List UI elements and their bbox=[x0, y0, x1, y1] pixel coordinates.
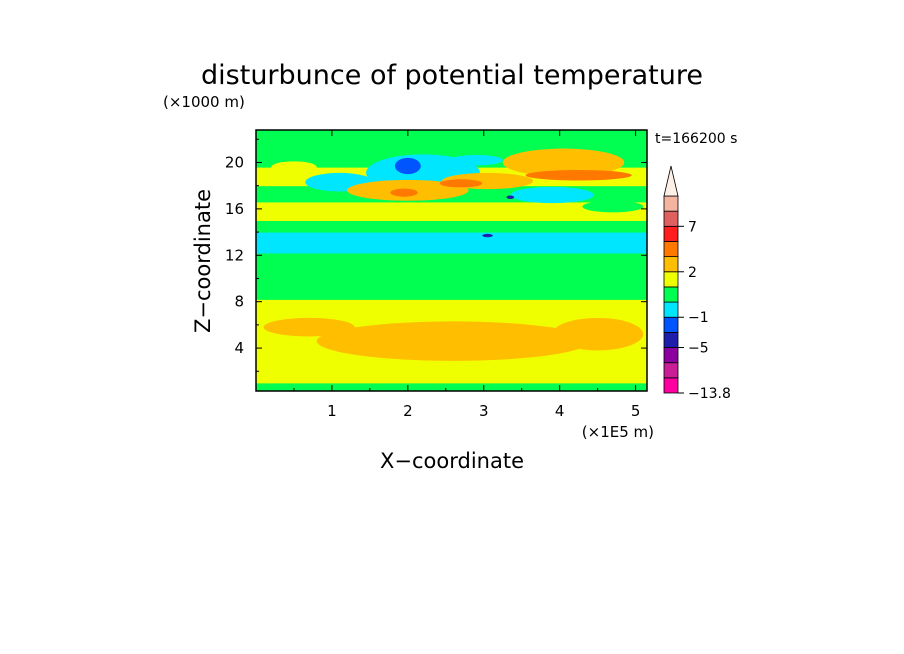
contour-band-6 bbox=[256, 220, 647, 233]
colorbar-label: −13.8 bbox=[688, 386, 731, 402]
x-unit-label: (×1E5 m) bbox=[582, 423, 654, 441]
contour-band-7 bbox=[256, 201, 647, 221]
y-tick-label: 4 bbox=[234, 339, 244, 357]
y-tick-label: 16 bbox=[225, 200, 244, 218]
x-axis-label: X−coordinate bbox=[380, 449, 524, 473]
colorbar-bin bbox=[663, 225, 679, 242]
y-axis: 4 8 12 16 20 bbox=[225, 138, 647, 372]
contour-feature-14 bbox=[506, 195, 515, 200]
colorbar-label: 7 bbox=[688, 219, 697, 235]
y-tick-label: 20 bbox=[225, 153, 244, 171]
y-axis-label: Z−coordinate bbox=[191, 189, 215, 333]
colorbar-bin bbox=[663, 271, 679, 288]
contour-feature-15 bbox=[482, 233, 493, 238]
contour-feature-1 bbox=[263, 317, 355, 337]
colorbar-label: −5 bbox=[688, 341, 709, 357]
y-tick-label: 12 bbox=[225, 246, 244, 264]
contour-feature-10 bbox=[510, 186, 594, 204]
x-tick-label: 2 bbox=[403, 402, 413, 420]
y-unit-label: (×1000 m) bbox=[163, 93, 245, 111]
contour-feature-2 bbox=[552, 317, 644, 351]
colorbar-bin bbox=[663, 210, 679, 227]
y-tick-label: 8 bbox=[234, 293, 244, 311]
plot-frame bbox=[255, 129, 648, 392]
contour-band-4 bbox=[256, 252, 647, 300]
colorbar-bin bbox=[663, 286, 679, 303]
x-tick-label: 5 bbox=[631, 402, 641, 420]
contour-feature-9 bbox=[449, 154, 503, 166]
colorbar-bin bbox=[663, 377, 679, 394]
contour-band-1 bbox=[256, 371, 647, 384]
contour-feature-7 bbox=[502, 148, 625, 177]
x-tick-label: 4 bbox=[555, 402, 565, 420]
colorbar-bin bbox=[663, 347, 679, 364]
colorbar-bin bbox=[663, 195, 679, 212]
contour-feature-12 bbox=[439, 179, 483, 188]
chart-title: disturbunce of potential temperature bbox=[201, 60, 703, 91]
x-tick-label: 3 bbox=[479, 402, 489, 420]
colorbar-bin bbox=[663, 316, 679, 333]
colorbar-bin bbox=[663, 362, 679, 379]
contour-feature-0 bbox=[316, 321, 591, 361]
x-tick-label: 1 bbox=[327, 402, 337, 420]
contour-feature-17 bbox=[582, 200, 644, 213]
colorbar-label: 2 bbox=[688, 265, 697, 281]
contour-field bbox=[256, 130, 647, 391]
colorbar-extension bbox=[663, 165, 679, 197]
contour-feature-11 bbox=[390, 188, 418, 197]
time-label: t=166200 s bbox=[655, 131, 737, 147]
colorbar: 7 2 −1 −5 −13.8 bbox=[663, 165, 731, 402]
contour-band-3 bbox=[256, 299, 647, 312]
contour-feature-13 bbox=[394, 157, 421, 175]
contour-band-0 bbox=[256, 382, 647, 391]
colorbar-bin bbox=[663, 256, 679, 273]
colorbar-label: −1 bbox=[688, 310, 709, 326]
x-axis: 1 2 3 4 5 bbox=[293, 130, 641, 420]
contour-feature-8 bbox=[525, 170, 632, 181]
contour-feature-16 bbox=[271, 161, 317, 173]
contour-band-5 bbox=[256, 232, 647, 254]
colorbar-bin bbox=[663, 241, 679, 258]
colorbar-bin bbox=[663, 301, 679, 318]
colorbar-bin bbox=[663, 331, 679, 348]
